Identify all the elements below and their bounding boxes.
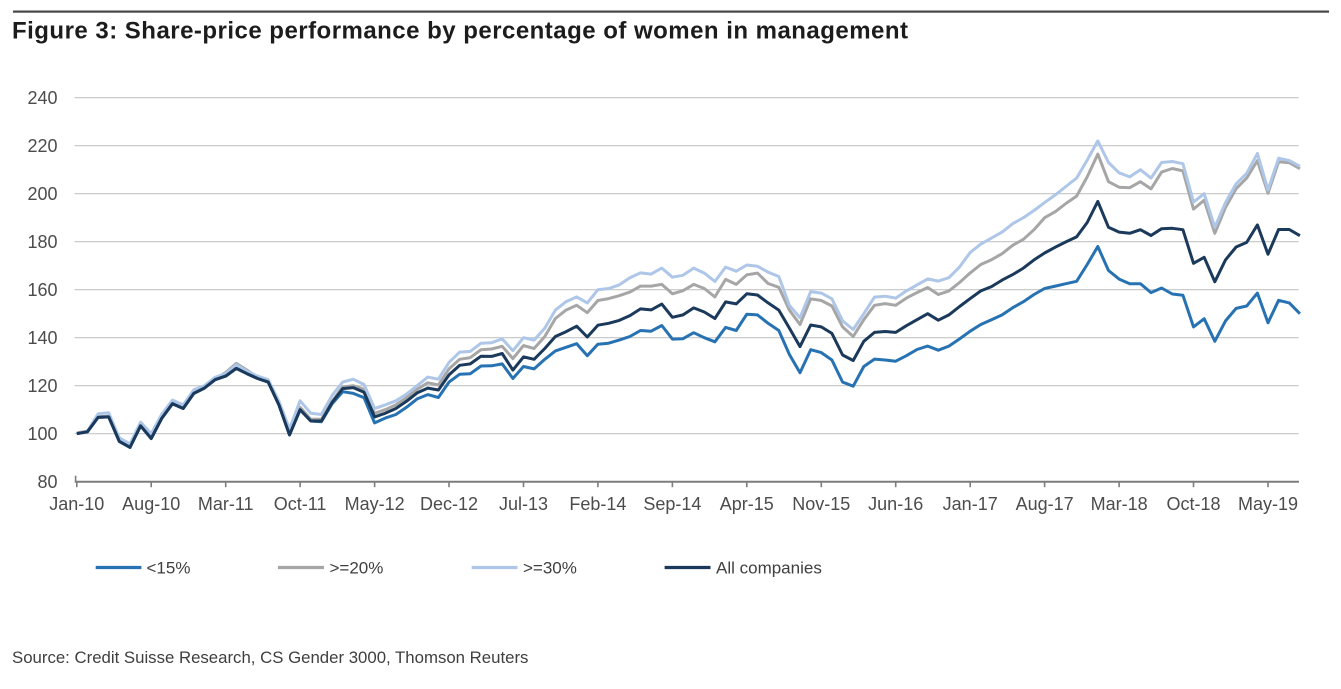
svg-text:Mar-11: Mar-11 bbox=[198, 494, 254, 514]
svg-text:120: 120 bbox=[27, 376, 57, 396]
svg-text:100: 100 bbox=[27, 424, 57, 444]
svg-text:Aug-17: Aug-17 bbox=[1016, 494, 1074, 514]
svg-text:May-19: May-19 bbox=[1238, 494, 1298, 514]
svg-text:80: 80 bbox=[37, 472, 57, 492]
svg-text:140: 140 bbox=[27, 328, 57, 348]
svg-text:Dec-12: Dec-12 bbox=[420, 494, 478, 514]
svg-text:All companies: All companies bbox=[716, 559, 822, 578]
svg-text:Aug-10: Aug-10 bbox=[122, 494, 180, 514]
svg-text:160: 160 bbox=[27, 280, 57, 300]
svg-text:180: 180 bbox=[27, 232, 57, 252]
svg-text:Oct-18: Oct-18 bbox=[1166, 494, 1220, 514]
svg-text:200: 200 bbox=[27, 184, 57, 204]
svg-text:Mar-18: Mar-18 bbox=[1091, 494, 1148, 514]
svg-text:Nov-15: Nov-15 bbox=[792, 494, 850, 514]
svg-text:<15%: <15% bbox=[147, 559, 191, 578]
svg-text:Oct-11: Oct-11 bbox=[274, 494, 327, 514]
svg-text:Jan-10: Jan-10 bbox=[49, 494, 104, 514]
svg-text:>=30%: >=30% bbox=[523, 559, 577, 578]
svg-text:Jan-17: Jan-17 bbox=[943, 494, 998, 514]
svg-text:Jul-13: Jul-13 bbox=[499, 494, 548, 514]
svg-text:Sep-14: Sep-14 bbox=[643, 494, 701, 514]
svg-text:240: 240 bbox=[27, 88, 57, 108]
svg-text:Feb-14: Feb-14 bbox=[569, 494, 626, 514]
svg-text:220: 220 bbox=[27, 136, 57, 156]
svg-text:Figure 3: Share-price performa: Figure 3: Share-price performance by per… bbox=[12, 18, 909, 45]
svg-text:Source: Credit Suisse Research: Source: Credit Suisse Research, CS Gende… bbox=[12, 648, 528, 667]
svg-text:May-12: May-12 bbox=[345, 494, 405, 514]
svg-text:Apr-15: Apr-15 bbox=[720, 494, 774, 514]
svg-text:>=20%: >=20% bbox=[330, 559, 384, 578]
svg-text:Jun-16: Jun-16 bbox=[868, 494, 923, 514]
